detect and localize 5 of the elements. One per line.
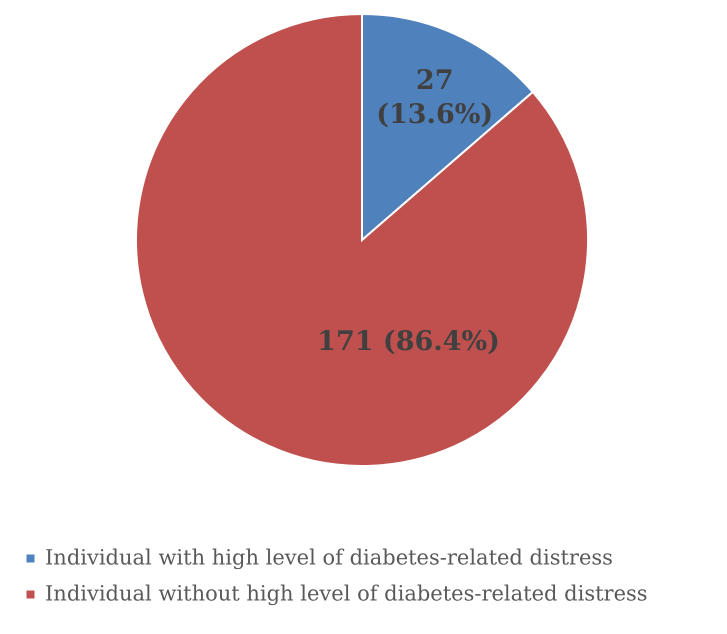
legend-label: Individual with high level of diabetes-related distress [45, 546, 613, 570]
pie-slice [135, 13, 589, 467]
data-label: 27 (13.6%) [376, 64, 494, 130]
legend-label: Individual without high level of diabetes-related distress [45, 582, 648, 606]
data-label: 171 (86.4%) [317, 326, 500, 357]
